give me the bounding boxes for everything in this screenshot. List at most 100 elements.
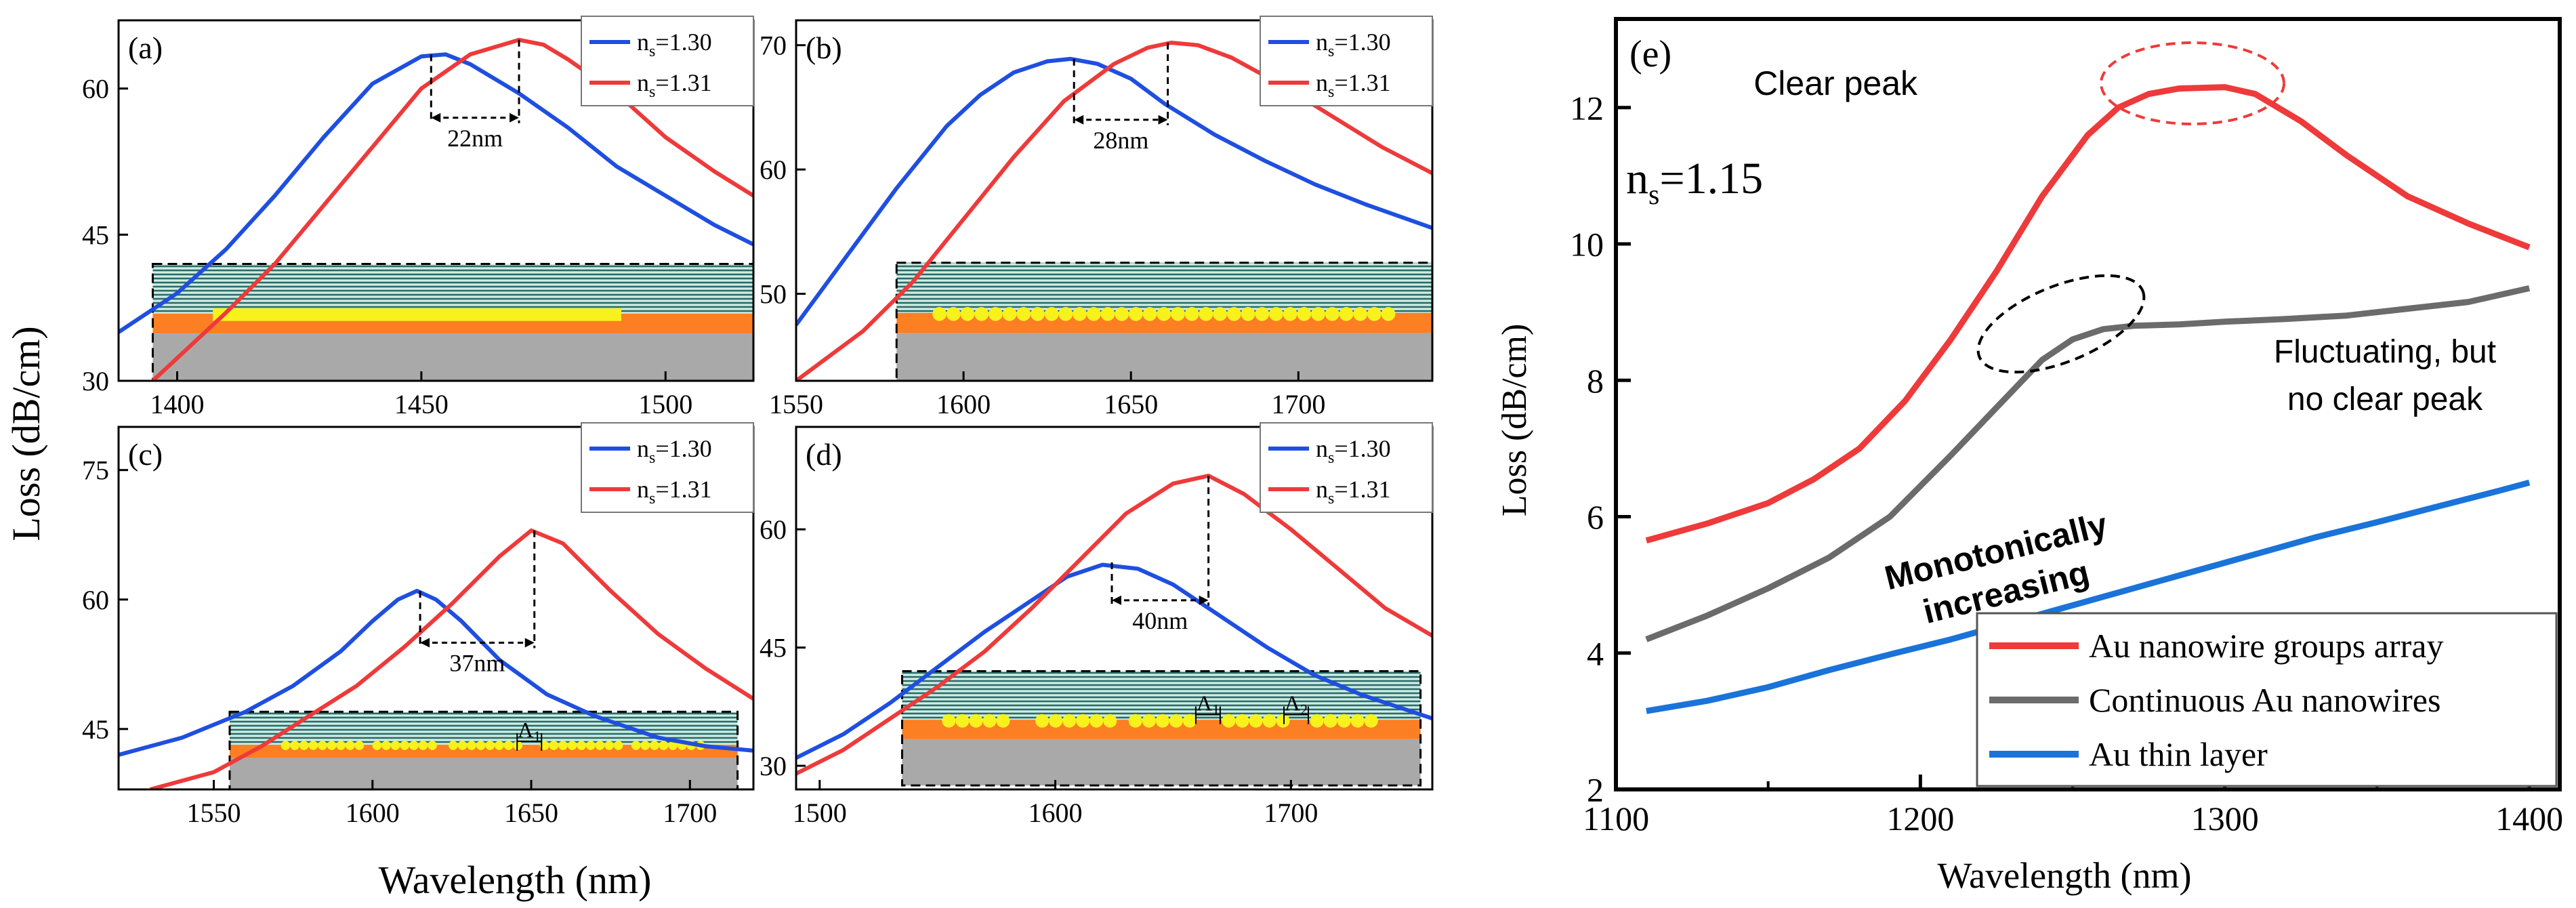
x-tick-label: 1700: [663, 798, 717, 828]
legend-entry: Continuous Au nanowires: [2089, 681, 2440, 719]
axes-frame: [795, 19, 1434, 382]
gold-nanowire: [1255, 307, 1270, 321]
no-clear-peak-label: no clear peak: [2287, 381, 2483, 417]
arrow-head: [1112, 595, 1122, 605]
shared-xlabel: Wavelength (nm): [379, 858, 652, 902]
legend-entry: ns=1.30: [637, 435, 712, 467]
legend-box: [1260, 16, 1433, 106]
gold-nanowire: [1213, 307, 1227, 321]
gold-nanowire: [372, 741, 382, 750]
gold-nanowire: [354, 741, 365, 750]
shift-annotation: 40nm: [1110, 476, 1210, 634]
x-tick-label: 1500: [793, 798, 847, 828]
gold-nanowire: [390, 741, 400, 750]
gold-nanowire: [988, 307, 1003, 321]
gold-nanowire: [503, 741, 514, 750]
y-tick-label: 60: [760, 154, 787, 185]
shift-annotation: 28nm: [1073, 43, 1169, 154]
x-tick-label: 1700: [1264, 798, 1318, 828]
y-tick-label: 2: [1587, 771, 1604, 809]
gold-nanowire: [1249, 714, 1263, 728]
gold-nanowire: [969, 714, 983, 728]
gold-nanowire: [946, 307, 961, 321]
x-tick-label: 1400: [150, 389, 204, 419]
gold-nanowire: [1367, 307, 1382, 321]
gold-nanowire: [1339, 307, 1354, 321]
legend-box: [581, 422, 754, 513]
fluctuating-label: Fluctuating, but: [2274, 334, 2496, 370]
legend-entry: ns=1.30: [637, 28, 712, 60]
gold-nanowire: [1241, 307, 1255, 321]
y-tick-label: 60: [82, 585, 109, 615]
legend-box: [1260, 422, 1433, 513]
gold-nanowire: [1169, 714, 1183, 728]
gold-nanowire: [974, 307, 989, 321]
y-tick-label: 30: [82, 366, 109, 396]
gold-nanowire: [428, 741, 437, 750]
y-tick-label: 45: [82, 220, 109, 250]
gold-film: [213, 308, 621, 321]
gold-nanowire: [1269, 307, 1283, 321]
inset-structure: Λ1: [228, 710, 739, 791]
gold-nanowire: [996, 714, 1010, 728]
gold-nanowire: [549, 741, 559, 750]
y-tick-label: 60: [760, 514, 787, 545]
legend-entry: ns=1.30: [1316, 28, 1391, 60]
gold-nanowire: [1226, 307, 1241, 321]
x-tick-label: 1600: [936, 389, 991, 419]
gold-nanowire: [604, 741, 614, 750]
gold-nanowire: [457, 741, 468, 750]
y-tick-label: 75: [82, 455, 109, 486]
series-line-1: [1645, 285, 2531, 642]
arrow-head: [420, 638, 430, 648]
series-line-0: [796, 56, 1432, 327]
gold-nanowire: [960, 307, 975, 321]
legend: ns=1.30 ns=1.31: [1260, 422, 1433, 513]
gold-nanowire: [318, 741, 327, 750]
legend-entry: ns=1.31: [637, 476, 712, 508]
y-tick-label: 12: [1570, 89, 1604, 127]
gold-nanowire: [467, 741, 476, 750]
clear-peak-label: Clear peak: [1753, 64, 1918, 102]
series-line-0: [1645, 84, 2531, 544]
gold-nanowire: [558, 741, 568, 750]
y-tick-label: 45: [82, 714, 109, 745]
gold-nanowire: [1035, 714, 1050, 728]
x-tick-label: 1550: [769, 389, 823, 419]
gold-nanowire: [1353, 307, 1367, 321]
arrow-head: [510, 112, 520, 123]
gold-nanowire: [1297, 307, 1312, 321]
gold-nanowire: [345, 741, 355, 750]
series-line-0: [119, 589, 753, 757]
gold-nanowire: [281, 741, 291, 750]
gold-nanowire: [1073, 307, 1087, 321]
series-line-2: [1646, 479, 2531, 714]
ns-label: ns=1.15: [1626, 154, 1763, 211]
legend-entry: ns=1.31: [637, 69, 712, 101]
y-tick-label: 10: [1570, 226, 1604, 264]
gold-nanowire: [1337, 714, 1351, 728]
arrow-head: [431, 112, 441, 123]
x-tick-label: 1650: [1104, 389, 1158, 419]
gold-nanowire: [659, 741, 669, 750]
legend-entry: ns=1.31: [1316, 476, 1391, 508]
shift-label: 28nm: [1093, 127, 1148, 154]
legend-entry: Au nanowire groups array: [2089, 627, 2443, 665]
gold-nanowire: [1311, 307, 1325, 321]
gold-nanowire: [308, 741, 318, 750]
gold-nanowire: [1142, 714, 1156, 728]
gold-nanowire: [1142, 307, 1157, 321]
gold-nanowire: [595, 741, 605, 750]
gold-nanowire: [577, 741, 587, 750]
series-line-0: [796, 562, 1432, 760]
gold-nanowire: [1086, 307, 1101, 321]
peak-ellipse: [2100, 41, 2285, 125]
axes-frame: [1614, 17, 2562, 791]
gold-nanowire: [1129, 307, 1143, 321]
gold-nanowire: [631, 741, 641, 750]
gold-nanowire: [1100, 307, 1115, 321]
gold-nanowire: [448, 741, 458, 750]
y-tick-label: 60: [82, 74, 109, 104]
